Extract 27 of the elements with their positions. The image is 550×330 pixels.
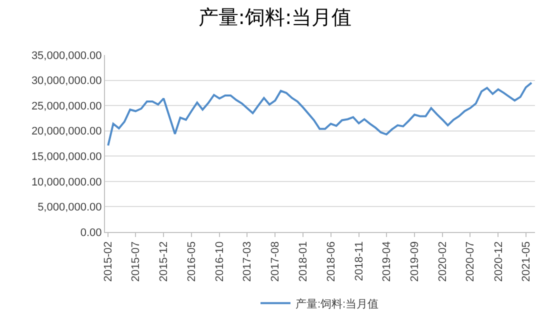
x-tick-label: 2015-12 [158, 241, 170, 282]
y-tick-label: 0.00 [80, 226, 102, 239]
x-tick-label: 2017-03 [242, 241, 254, 282]
y-tick-label: 25,000,000.00 [31, 100, 102, 112]
y-tick-label: 5,000,000.00 [38, 202, 102, 214]
y-tick-label: 35,000,000.00 [31, 50, 102, 62]
x-tick-label: 2017-08 [270, 241, 282, 282]
x-tick-label: 2016-05 [186, 241, 198, 282]
x-tick-label: 2020-07 [464, 241, 477, 282]
legend-label: 产量:饲料:当月值 [296, 297, 379, 310]
x-tick-label: 2015-07 [130, 241, 142, 282]
line-series [107, 82, 533, 147]
x-tick-label: 2019-09 [409, 241, 422, 282]
y-tick-label: 15,000,000.00 [31, 150, 102, 163]
x-tick-label: 2021-05 [520, 241, 532, 282]
x-tick-label: 2020-02 [437, 241, 450, 282]
y-tick-label: 10,000,000.00 [31, 176, 102, 188]
x-tick-label: 2018-11 [353, 241, 366, 281]
y-tick-label: 30,000,000.00 [31, 75, 102, 88]
y-tick-label: 20,000,000.00 [31, 126, 102, 138]
x-tick-label: 2015-02 [102, 241, 115, 282]
chart-title: 产量:饲料:当月值 [198, 4, 352, 29]
x-tick-label: 2018-01 [298, 241, 310, 282]
x-tick-label: 2020-12 [492, 241, 505, 282]
x-tick-label: 2019-04 [381, 241, 394, 282]
x-tick-label: 2018-06 [325, 241, 338, 282]
x-tick-label: 2016-10 [214, 241, 226, 282]
